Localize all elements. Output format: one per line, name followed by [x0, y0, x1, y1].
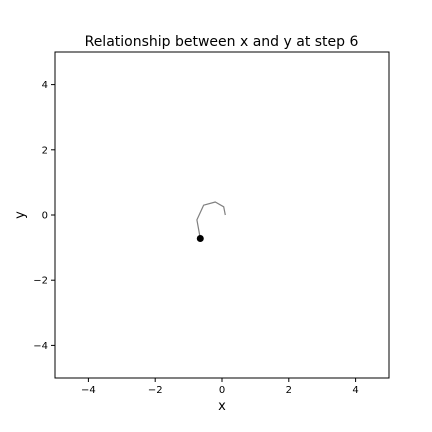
y-axis-label: y	[13, 211, 28, 219]
x-tick-label: −4	[81, 385, 96, 396]
x-axis-label: x	[218, 399, 226, 414]
y-tick-label: 0	[42, 211, 48, 222]
x-tick-label: 2	[286, 385, 292, 396]
x-tick-label: −2	[148, 385, 163, 396]
y-tick-label: −4	[33, 341, 48, 352]
chart-title: Relationship between x and y at step 6	[85, 34, 359, 50]
plot-area	[55, 52, 389, 378]
y-tick-label: 4	[42, 80, 48, 91]
x-tick-label: 4	[352, 385, 358, 396]
y-tick-label: −2	[33, 276, 48, 287]
y-tick-label: 2	[42, 145, 48, 156]
current-point-marker	[197, 235, 204, 242]
x-tick-label: 0	[219, 385, 225, 396]
